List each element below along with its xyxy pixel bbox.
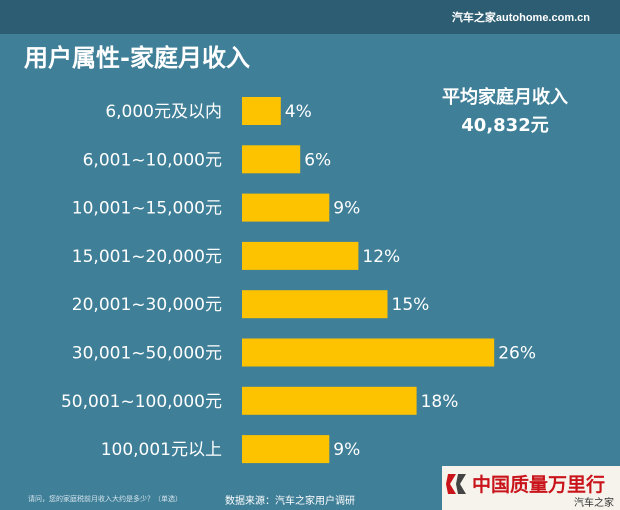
category-label: 20,001~30,000元: [72, 295, 222, 315]
average-income-value: 40,832元: [461, 115, 549, 136]
value-label: 15%: [392, 295, 430, 315]
bar: [242, 193, 330, 222]
average-income-label: 平均家庭月收入: [442, 87, 568, 108]
bar: [242, 241, 359, 270]
category-label: 50,001~100,000元: [61, 392, 222, 412]
category-label: 30,001~50,000元: [72, 344, 222, 364]
page-title: 用户属性-家庭月收入: [24, 44, 250, 72]
bar: [242, 338, 495, 367]
value-label: 4%: [285, 102, 312, 122]
quality-logo: 中国质量万里行 汽车之家: [442, 466, 620, 510]
category-label: 10,001~15,000元: [72, 199, 222, 219]
bar: [242, 290, 388, 319]
logo-mark-icon: [446, 474, 466, 494]
bar: [242, 145, 301, 174]
survey-question: 请问，您的家庭税前月收入大约是多少？（单选）: [28, 495, 182, 503]
value-label: 6%: [304, 150, 331, 170]
bar: [242, 435, 330, 464]
logo-subtext: 汽车之家: [574, 498, 614, 509]
brand-label: 汽车之家autohome.com.cn: [451, 12, 590, 24]
header-bar: 汽车之家autohome.com.cn: [0, 0, 620, 34]
value-label: 9%: [333, 199, 360, 219]
bar: [242, 97, 281, 125]
value-label: 26%: [498, 344, 536, 364]
data-source: 数据来源：汽车之家用户调研: [225, 496, 355, 507]
logo-text: 中国质量万里行: [472, 474, 606, 496]
value-label: 12%: [362, 247, 400, 267]
value-label: 18%: [421, 392, 459, 412]
category-label: 6,000元及以内: [105, 102, 222, 122]
bar: [242, 386, 417, 415]
value-label: 9%: [333, 440, 360, 460]
category-label: 100,001元以上: [101, 440, 222, 460]
category-label: 15,001~20,000元: [72, 247, 222, 267]
category-label: 6,001~10,000元: [83, 150, 222, 170]
income-bar-chart: 6,000元及以内 4% 6,001~10,000元 6% 10,001~15,000元…: [61, 97, 536, 464]
